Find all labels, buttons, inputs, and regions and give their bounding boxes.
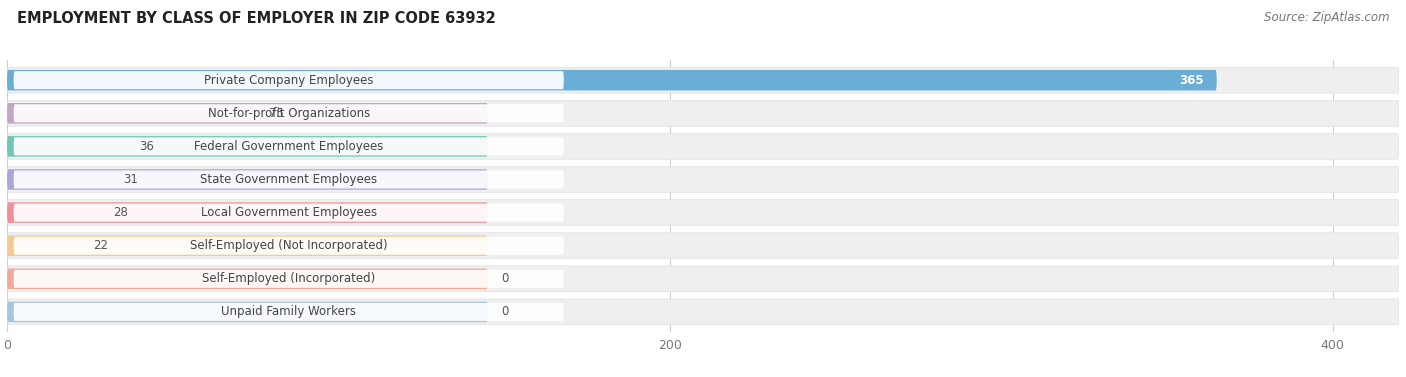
Text: Federal Government Employees: Federal Government Employees: [194, 140, 384, 153]
Text: Unpaid Family Workers: Unpaid Family Workers: [221, 305, 356, 319]
Text: State Government Employees: State Government Employees: [200, 173, 377, 186]
Text: 31: 31: [124, 173, 138, 186]
Text: Self-Employed (Incorporated): Self-Employed (Incorporated): [202, 272, 375, 285]
FancyBboxPatch shape: [14, 204, 564, 222]
FancyBboxPatch shape: [7, 200, 1399, 225]
FancyBboxPatch shape: [7, 268, 488, 289]
FancyBboxPatch shape: [7, 103, 488, 124]
FancyBboxPatch shape: [14, 104, 564, 122]
FancyBboxPatch shape: [7, 133, 1399, 159]
Text: Source: ZipAtlas.com: Source: ZipAtlas.com: [1264, 11, 1389, 24]
Text: EMPLOYMENT BY CLASS OF EMPLOYER IN ZIP CODE 63932: EMPLOYMENT BY CLASS OF EMPLOYER IN ZIP C…: [17, 11, 496, 26]
FancyBboxPatch shape: [7, 233, 1399, 259]
Text: 36: 36: [139, 140, 155, 153]
FancyBboxPatch shape: [7, 167, 1399, 192]
FancyBboxPatch shape: [14, 303, 564, 321]
FancyBboxPatch shape: [7, 100, 1399, 126]
Text: 365: 365: [1178, 74, 1204, 87]
FancyBboxPatch shape: [7, 136, 488, 157]
FancyBboxPatch shape: [7, 202, 488, 223]
Text: 0: 0: [501, 305, 508, 319]
FancyBboxPatch shape: [7, 235, 488, 256]
Text: 22: 22: [93, 239, 108, 252]
Text: Not-for-profit Organizations: Not-for-profit Organizations: [208, 107, 370, 120]
Text: Self-Employed (Not Incorporated): Self-Employed (Not Incorporated): [190, 239, 388, 252]
FancyBboxPatch shape: [7, 169, 488, 190]
Text: 75: 75: [269, 107, 284, 120]
FancyBboxPatch shape: [7, 302, 488, 322]
FancyBboxPatch shape: [7, 67, 1399, 93]
FancyBboxPatch shape: [14, 270, 564, 288]
Text: 28: 28: [112, 206, 128, 219]
Text: 0: 0: [501, 272, 508, 285]
FancyBboxPatch shape: [7, 266, 1399, 292]
FancyBboxPatch shape: [14, 170, 564, 188]
FancyBboxPatch shape: [7, 299, 1399, 325]
FancyBboxPatch shape: [14, 237, 564, 255]
FancyBboxPatch shape: [14, 137, 564, 155]
Text: Private Company Employees: Private Company Employees: [204, 74, 374, 87]
FancyBboxPatch shape: [14, 71, 564, 89]
FancyBboxPatch shape: [7, 70, 1216, 90]
Text: Local Government Employees: Local Government Employees: [201, 206, 377, 219]
